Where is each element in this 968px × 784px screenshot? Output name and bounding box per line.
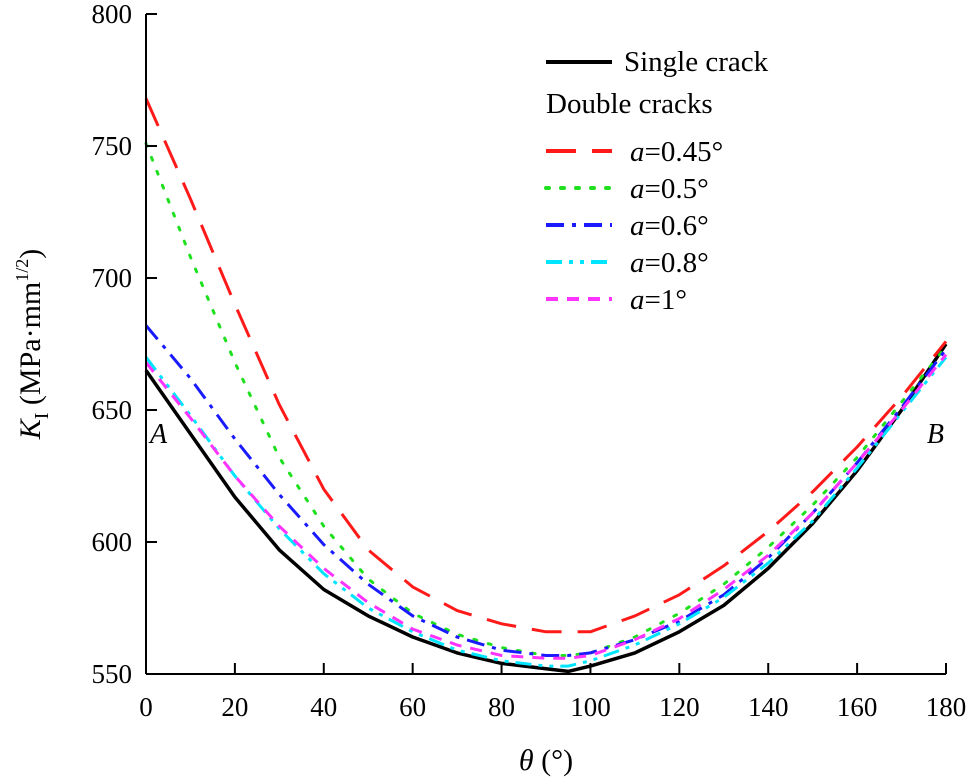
legend-label-3: a=0.6° <box>630 210 709 242</box>
x-tick-label: 80 <box>488 692 515 722</box>
x-tick-label: 40 <box>310 692 337 722</box>
y-tick-label: 650 <box>92 395 133 425</box>
point-label-b: B <box>927 419 944 450</box>
x-tick-label: 0 <box>139 692 153 722</box>
x-tick-label: 160 <box>837 692 878 722</box>
series-line-1 <box>144 97 948 634</box>
y-tick-label: 550 <box>92 659 133 689</box>
x-tick-label: 140 <box>748 692 789 722</box>
series-line-5 <box>144 353 948 660</box>
legend-label-5: a=1° <box>630 284 687 316</box>
series-line-2 <box>144 141 948 657</box>
y-axis-title: KI (MPa·mm1/2) <box>12 249 53 441</box>
legend-label-single-crack: Single crack <box>624 46 769 78</box>
x-tick-label: 180 <box>926 692 967 722</box>
axes: 550 600 650 700 750 800 0 20 40 60 80 100 120 140 160 1… <box>92 0 967 722</box>
axis-titles: θ (°) KI (MPa·mm1/2) <box>12 249 573 777</box>
legend-heading-double-cracks: Double cracks <box>546 88 713 120</box>
x-axis-title: θ (°) <box>519 744 573 777</box>
point-label-a: A <box>148 419 168 450</box>
x-tick-label: 60 <box>399 692 426 722</box>
y-tick-label: 600 <box>92 527 133 557</box>
legend-label-4: a=0.8° <box>630 247 709 279</box>
y-tick-label: 800 <box>92 0 133 29</box>
x-tick-label: 20 <box>221 692 248 722</box>
y-tick-label: 700 <box>92 263 133 293</box>
series-line-4 <box>144 356 948 668</box>
x-tick-label: 100 <box>570 692 611 722</box>
series-line-3 <box>144 324 948 657</box>
x-tick-label: 120 <box>659 692 700 722</box>
legend-label-2: a=0.5° <box>630 173 709 205</box>
y-tick-label: 750 <box>92 131 133 161</box>
series-line-0 <box>144 343 948 674</box>
legend: Single crack Double cracks a=0.45° a=0.5° a=… <box>544 46 769 316</box>
legend-label-1: a=0.45° <box>630 136 723 168</box>
series-group <box>144 97 948 674</box>
